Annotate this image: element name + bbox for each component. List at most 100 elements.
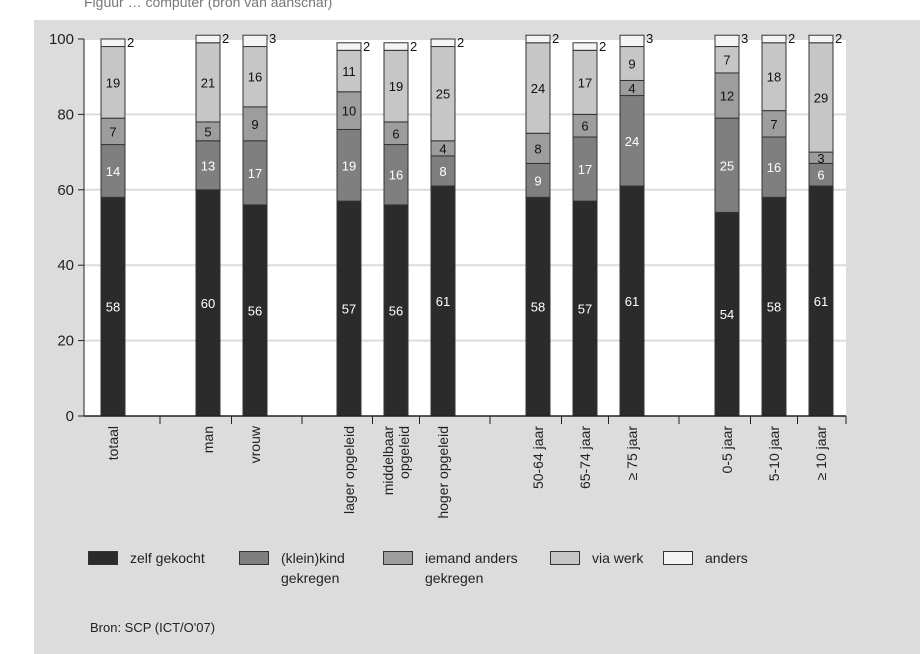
data-label-kleinkind: 19	[342, 158, 356, 173]
data-label-werk: 19	[106, 75, 120, 90]
data-label-kleinkind: 24	[625, 134, 639, 149]
legend-item-werk: via werk	[550, 548, 643, 568]
data-label-werk: 17	[578, 75, 592, 90]
data-label-iemand: 3	[817, 151, 824, 166]
bar-segment-zelf	[336, 200, 362, 417]
data-label-kleinkind: 17	[248, 166, 262, 181]
y-tick-label: 100	[49, 31, 74, 48]
bar-segment-werk	[336, 49, 362, 93]
bar-segment-kleinkind	[619, 95, 645, 187]
bar-segment-werk	[383, 49, 409, 123]
bar-segment-werk	[100, 46, 126, 119]
data-label-kleinkind: 25	[720, 158, 734, 173]
data-label-werk: 21	[201, 75, 215, 90]
data-label-zelf: 56	[389, 303, 403, 318]
data-label-anders: 2	[363, 39, 370, 54]
bar-segment-kleinkind	[572, 136, 598, 202]
bar-segment-kleinkind	[336, 128, 362, 202]
data-label-iemand: 9	[251, 117, 258, 132]
legend-label-werk: via werk	[592, 550, 644, 566]
bar-segment-zelf	[761, 196, 787, 417]
data-label-anders: 2	[599, 39, 606, 54]
y-tick-label: 0	[66, 408, 74, 425]
bar-segment-zelf	[430, 185, 456, 417]
bar-segment-anders	[761, 34, 787, 44]
bar-segment-werk	[714, 46, 740, 74]
data-label-kleinkind: 16	[767, 160, 781, 175]
legend-swatch-kleinkind	[239, 551, 269, 565]
bar-segment-anders	[572, 42, 598, 51]
data-label-kleinkind: 9	[534, 173, 541, 188]
data-label-iemand: 5	[204, 124, 211, 139]
data-label-kleinkind: 17	[578, 162, 592, 177]
bar-segment-iemand	[336, 91, 362, 130]
legend: zelf gekocht (klein)kind gekregen iemand a…	[88, 548, 848, 608]
bar-segment-werk	[242, 46, 268, 108]
bar-segment-anders	[525, 34, 551, 44]
y-tick-label: 80	[57, 106, 74, 123]
legend-label-zelf: zelf gekocht	[130, 550, 205, 566]
category-label: 5-10 jaar	[766, 426, 782, 482]
bar-segment-anders	[195, 34, 221, 44]
bar-segment-iemand	[761, 110, 787, 138]
category-label: vrouw	[247, 425, 263, 463]
bar-segment-kleinkind	[714, 117, 740, 213]
data-label-zelf: 58	[767, 300, 781, 315]
legend-swatch-werk	[550, 551, 580, 565]
data-label-werk: 19	[389, 79, 403, 94]
bar-segment-kleinkind	[195, 140, 221, 191]
data-label-kleinkind: 13	[201, 158, 215, 173]
bar-segment-iemand	[100, 117, 126, 146]
category-label: hoger opgeleid	[435, 426, 451, 519]
legend-swatch-iemand	[383, 551, 413, 565]
bar-segment-anders	[242, 34, 268, 48]
source-note: Bron: SCP (ICT/O'07)	[90, 620, 216, 635]
category-label: opgeleid	[396, 426, 412, 479]
data-label-werk: 29	[814, 90, 828, 105]
data-label-werk: 7	[723, 53, 730, 68]
category-label: totaal	[105, 426, 121, 460]
data-label-anders: 2	[835, 31, 842, 46]
legend-item-iemand: iemand anders gekregen	[383, 548, 518, 588]
data-label-zelf: 60	[201, 296, 215, 311]
bar-segment-anders	[714, 34, 740, 48]
category-label: middelbaar	[380, 426, 396, 496]
data-label-anders: 2	[552, 31, 559, 46]
data-label-iemand: 6	[581, 119, 588, 134]
bar-segment-anders	[383, 42, 409, 51]
data-label-iemand: 4	[439, 141, 446, 156]
data-label-zelf: 57	[578, 302, 592, 317]
data-label-anders: 2	[457, 35, 464, 50]
category-label: man	[200, 426, 216, 453]
data-label-kleinkind: 14	[106, 164, 120, 179]
data-label-iemand: 8	[534, 141, 541, 156]
data-label-anders: 3	[269, 31, 276, 46]
bar-segment-werk	[572, 49, 598, 115]
category-label: 65-74 jaar	[577, 426, 593, 489]
data-label-anders: 3	[646, 31, 653, 46]
data-label-anders: 2	[788, 31, 795, 46]
data-label-werk: 18	[767, 70, 781, 85]
bar-segment-kleinkind	[761, 136, 787, 198]
category-label: lager opgeleid	[341, 426, 357, 514]
data-label-zelf: 61	[436, 294, 450, 309]
bar-segment-werk	[525, 42, 551, 134]
bar-segment-kleinkind	[525, 162, 551, 198]
bar-segment-zelf	[242, 204, 268, 417]
data-label-anders: 3	[741, 31, 748, 46]
data-label-werk: 11	[342, 64, 356, 79]
bar-segment-anders	[619, 34, 645, 48]
data-label-zelf: 54	[720, 307, 734, 322]
legend-label-iemand: iemand anders gekregen	[425, 550, 518, 586]
category-label: 0-5 jaar	[719, 426, 735, 474]
figure-title-fragment: Figuur … computer (bron van aanschaf)	[84, 0, 333, 10]
data-label-iemand: 7	[109, 124, 116, 139]
data-label-anders: 2	[127, 35, 134, 50]
data-label-werk: 9	[628, 57, 635, 72]
bar-segment-anders	[430, 38, 456, 48]
legend-item-zelf: zelf gekocht	[88, 548, 205, 568]
bar-segment-iemand	[525, 132, 551, 164]
bar-segment-anders	[808, 34, 834, 44]
data-label-zelf: 58	[531, 300, 545, 315]
bar-segment-kleinkind	[242, 140, 268, 206]
